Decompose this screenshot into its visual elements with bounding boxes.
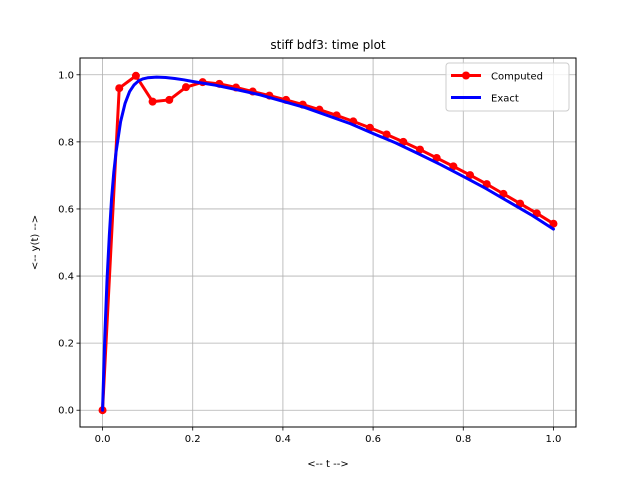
x-axis-label: <-- t -->: [307, 459, 348, 470]
data-point-computed: [148, 97, 157, 106]
chart-title: stiff bdf3: time plot: [270, 38, 386, 52]
legend-marker-computed: [462, 71, 470, 80]
x-tick-label: 0.6: [365, 434, 381, 445]
y-tick-label: 0.4: [58, 272, 74, 283]
series-line-computed: [101, 74, 555, 412]
y-tick-label: 0.0: [58, 406, 74, 417]
series-layer: [98, 71, 558, 415]
data-point-computed: [549, 219, 558, 228]
data-point-computed: [181, 83, 190, 92]
x-tick-label: 0.0: [95, 434, 111, 445]
data-point-computed: [115, 84, 124, 93]
y-tick-label: 0.2: [58, 339, 74, 350]
data-point-computed: [131, 71, 140, 80]
data-point-computed: [165, 95, 174, 104]
legend-label-computed: Computed: [491, 72, 543, 83]
data-point-computed: [382, 130, 391, 139]
data-point-computed: [482, 180, 491, 189]
data-point-computed: [415, 145, 424, 154]
x-tick-label: 0.4: [275, 434, 291, 445]
x-tick-label: 1.0: [546, 434, 562, 445]
series-line-exact: [101, 75, 555, 412]
y-tick-label: 0.6: [58, 204, 74, 215]
y-tick-label: 1.0: [58, 70, 74, 81]
plot-frame: [79, 57, 577, 428]
y-axis-label: <-- y(t) -->: [30, 215, 41, 270]
data-point-computed: [532, 209, 541, 218]
data-point-computed: [449, 162, 458, 171]
data-point-computed: [466, 171, 475, 180]
legend: Computed Exact: [445, 62, 570, 112]
x-tick-label: 0.8: [455, 434, 471, 445]
grid-layer: [80, 58, 576, 427]
legend-label-exact: Exact: [491, 94, 519, 105]
x-tick-label: 0.2: [185, 434, 201, 445]
data-point-computed: [399, 137, 408, 146]
y-axis-ticks: 0.0 0.2 0.4 0.6 0.8 1.0: [58, 70, 80, 417]
y-tick-label: 0.8: [58, 137, 74, 148]
data-point-computed: [432, 153, 441, 162]
x-axis-ticks: 0.0 0.2 0.4 0.6 0.8 1.0: [95, 427, 562, 445]
